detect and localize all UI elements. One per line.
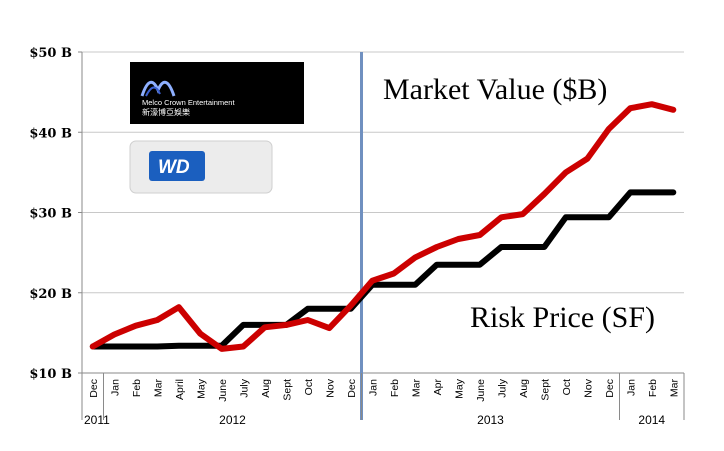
x-tick-label: July	[496, 378, 508, 397]
x-tick-label: Aug	[260, 379, 272, 398]
wd-logo: WD	[129, 140, 273, 194]
plot-frame	[78, 51, 684, 374]
risk-price-annotation: Risk Price (SF)	[470, 301, 655, 334]
x-tick-label: May	[453, 378, 465, 399]
x-tick-label: Jan	[109, 379, 121, 396]
y-tick-label: $40 B	[29, 126, 72, 141]
x-tick-label: Apr	[432, 379, 444, 396]
melco-logo-en: Melco Crown Entertainment	[142, 98, 235, 107]
year-label: 2012	[219, 413, 246, 427]
y-tick-label: $50 B	[29, 46, 72, 61]
market-value-annotation: Market Value ($B)	[383, 73, 607, 106]
melco-logo: Melco Crown Entertainment 新濠博亞娛樂	[130, 62, 304, 124]
x-tick-label: Feb	[389, 379, 401, 397]
x-tick-label: Mar	[410, 379, 422, 398]
y-tick-label: $20 B	[29, 287, 72, 302]
x-tick-label: Mar	[668, 379, 680, 398]
x-tick-label: June	[475, 379, 487, 402]
y-axis-ticks: $10 B $20 B $30 B $40 B $50 B	[29, 46, 72, 382]
x-tick-label: Jan	[625, 379, 637, 396]
x-tick-label: Dec	[346, 379, 358, 398]
x-tick-label: Nov	[582, 378, 594, 397]
melco-logo-cn: 新濠博亞娛樂	[142, 107, 190, 117]
x-tick-label: Feb	[647, 379, 659, 397]
x-tick-label: Oct	[303, 379, 315, 395]
x-tick-label: Sept	[281, 379, 293, 401]
x-tick-label: Nov	[324, 378, 336, 397]
x-tick-label: Sept	[539, 379, 551, 401]
year-label: 2011	[84, 413, 110, 427]
x-tick-label: Oct	[561, 379, 573, 395]
melco-wave-icon	[140, 80, 176, 97]
year-labels: 2011 2012 2013 2014	[81, 373, 685, 427]
series-line-risk-price	[89, 189, 677, 350]
x-tick-label: Jan	[367, 379, 379, 396]
x-tick-label: Dec	[88, 379, 100, 398]
x-tick-label: April	[174, 379, 186, 400]
x-tick-label: June	[217, 379, 229, 402]
y-tick-label: $30 B	[29, 207, 72, 222]
x-axis-ticks: Dec Jan Feb Mar April May June July Aug Sept Oct No…	[88, 378, 681, 402]
wd-logo-text: WD	[158, 157, 190, 178]
x-tick-label: May	[195, 378, 207, 399]
series-line-market-value	[89, 101, 677, 352]
x-tick-label: Mar	[152, 379, 164, 398]
y-tick-label: $10 B	[29, 367, 72, 382]
x-tick-label: July	[238, 378, 250, 397]
year-label: 2013	[477, 413, 504, 427]
year-label: 2014	[638, 413, 665, 427]
x-tick-label: Feb	[131, 379, 143, 397]
x-tick-label: Dec	[604, 379, 616, 398]
x-tick-label: Aug	[518, 379, 530, 398]
series-lines	[89, 101, 677, 352]
